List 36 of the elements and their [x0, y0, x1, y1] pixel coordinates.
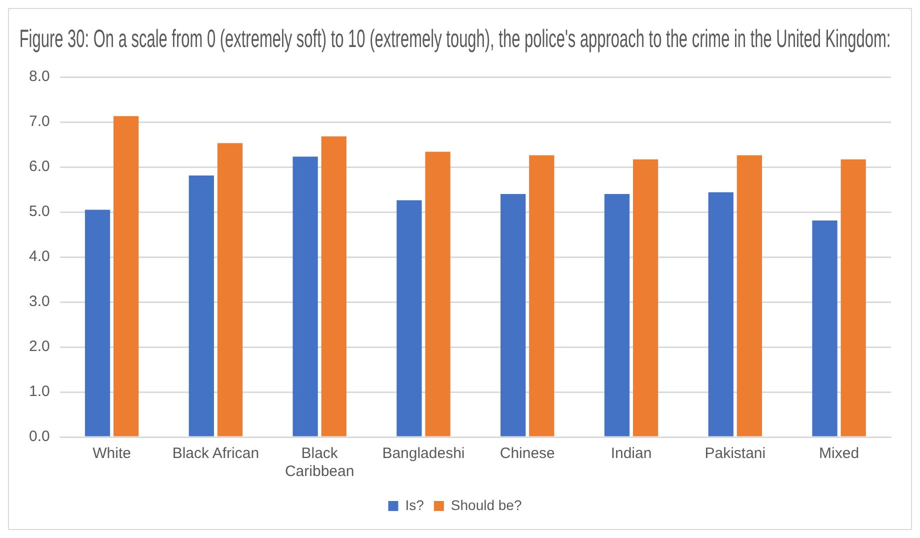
y-tick-label: 1.0 [28, 383, 50, 400]
bar [321, 136, 346, 436]
y-tick-label: 5.0 [28, 203, 50, 220]
legend-label: Is? [405, 496, 424, 513]
bar [84, 210, 110, 436]
bar [425, 152, 450, 436]
y-tick-label: 0.0 [28, 428, 50, 446]
bar [736, 155, 762, 436]
y-tick-label: 4.0 [28, 248, 50, 266]
y-tick-label: 8.0 [28, 68, 50, 86]
bar [604, 194, 630, 436]
x-tick-label: White [92, 445, 131, 462]
bar [529, 155, 554, 436]
x-tick-label: Black Caribbean [284, 445, 354, 480]
bar [217, 143, 243, 436]
x-tick-label: Pakistani [704, 445, 766, 462]
y-tick-label: 6.0 [28, 158, 50, 176]
bar [708, 192, 734, 436]
y-tick-label: 2.0 [28, 338, 50, 356]
x-tick-label: Chinese [500, 445, 555, 462]
bar [840, 159, 866, 436]
x-tick-label: Black African [172, 445, 260, 462]
bar [292, 156, 318, 436]
x-tick-label: Indian [610, 445, 652, 462]
bar [114, 116, 139, 436]
bar [500, 194, 526, 436]
bar [188, 176, 214, 436]
bar [812, 220, 838, 436]
y-tick-label: 7.0 [28, 113, 50, 130]
y-tick-label: 3.0 [28, 293, 50, 310]
x-tick-label: Mixed [819, 445, 860, 462]
bar [632, 159, 658, 436]
chart-title: Figure 30: On a scale from 0 (extremely soft) to 10 (extremely tough), the police's approach to the crime in the United Kingdom: [19, 25, 891, 53]
bar [396, 200, 422, 436]
x-tick-label: Bangladeshi [382, 445, 465, 462]
legend-label: Should be? [450, 496, 522, 513]
